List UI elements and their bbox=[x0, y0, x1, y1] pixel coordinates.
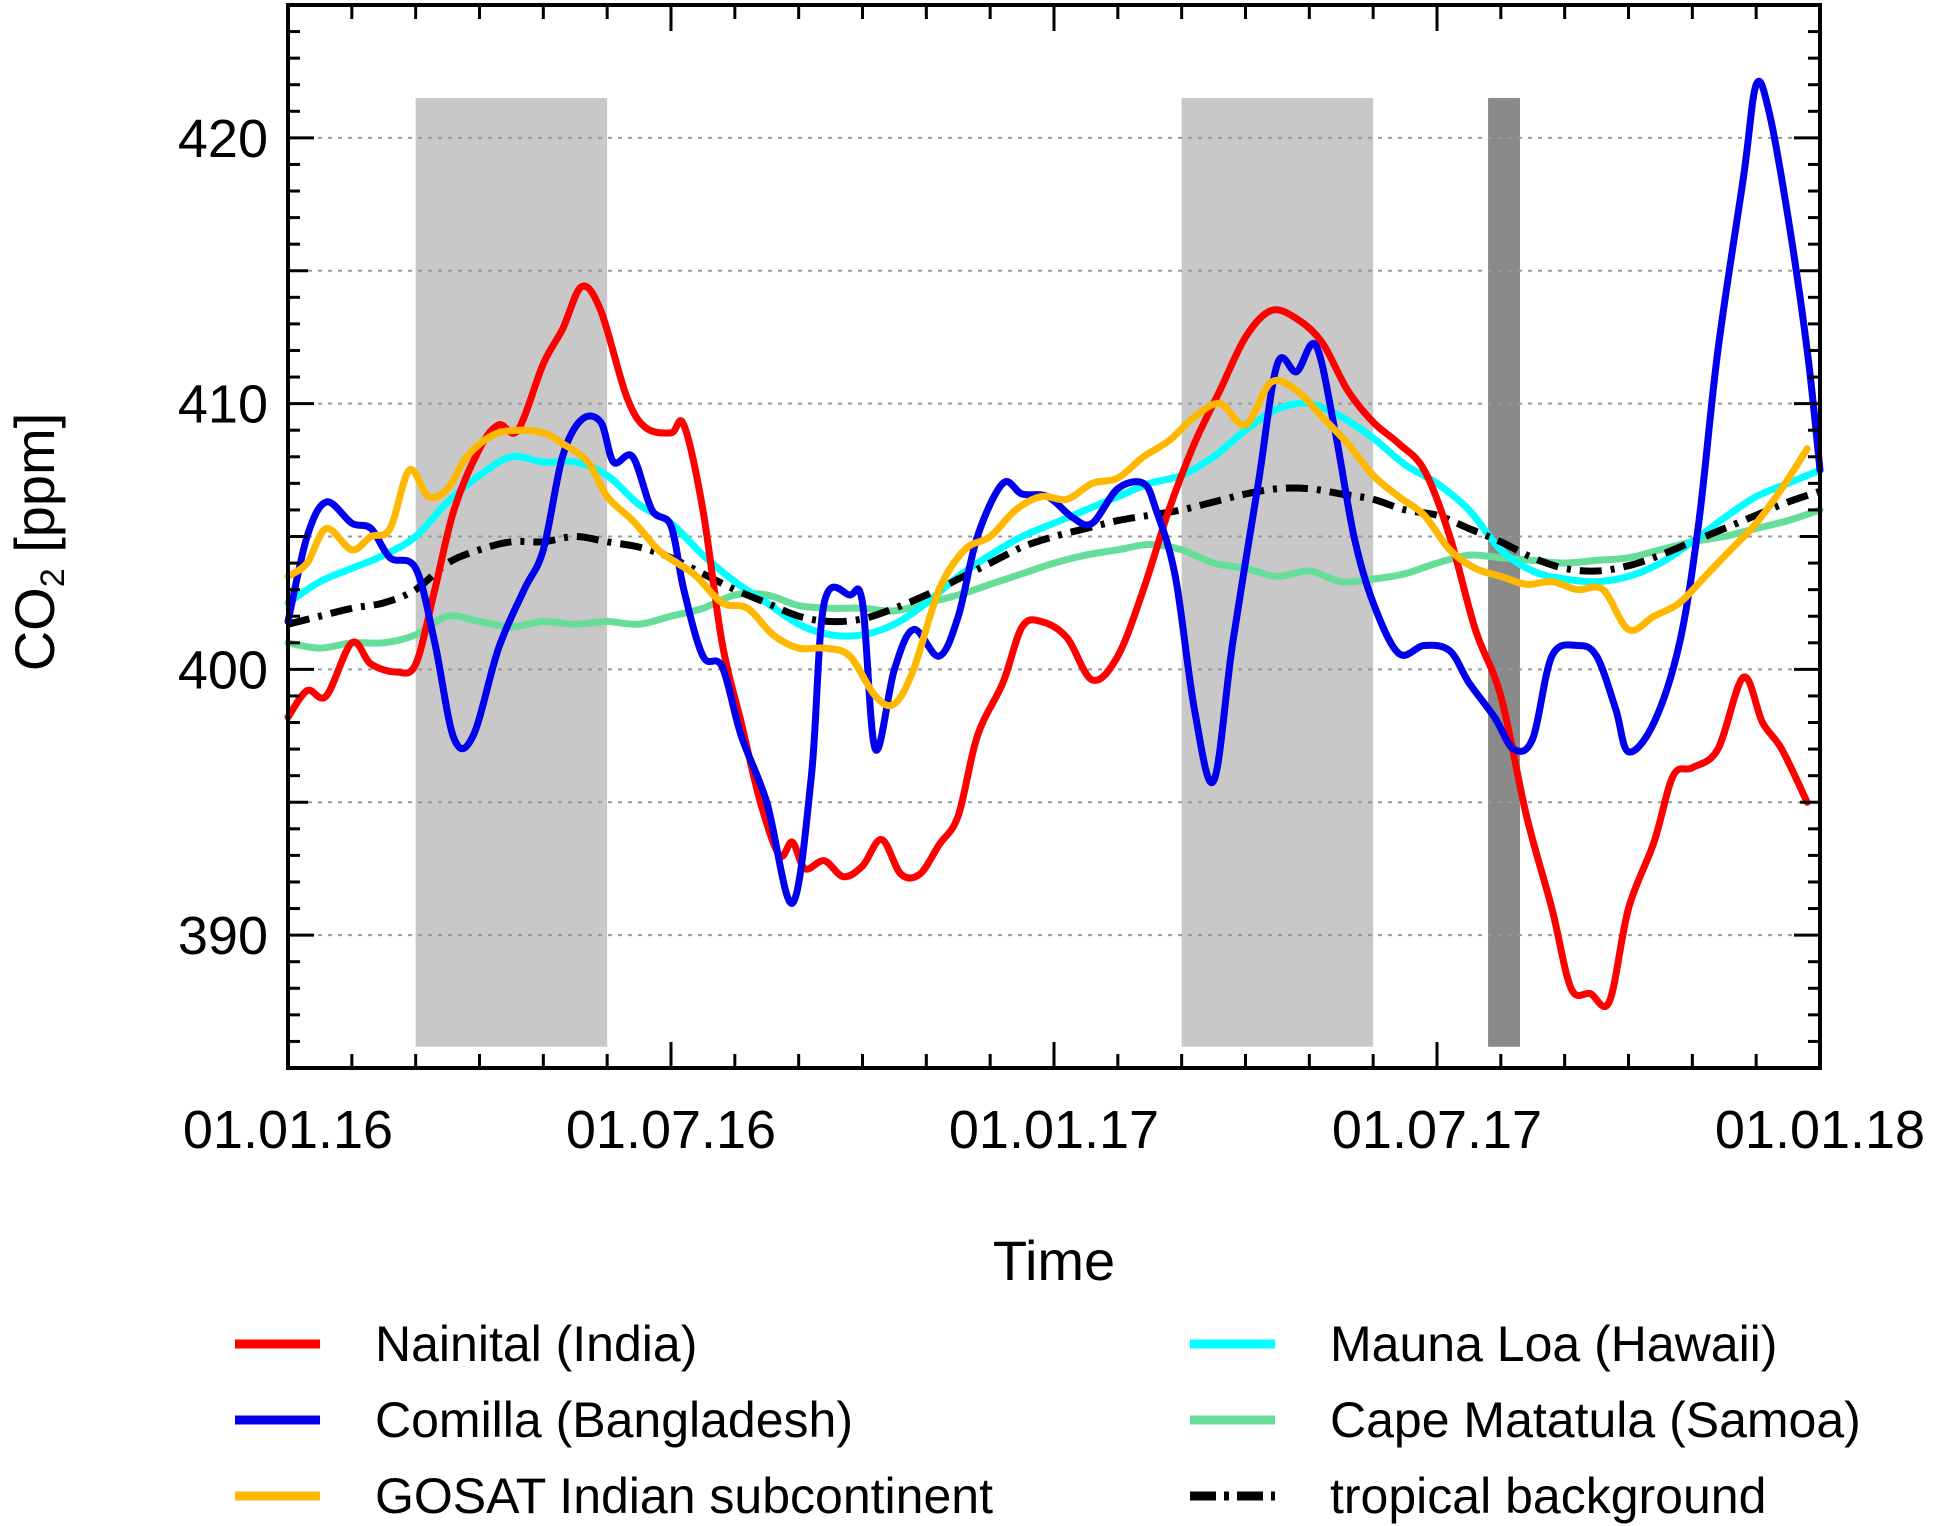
legend-label: tropical background bbox=[1330, 1468, 1766, 1524]
legend-label: Nainital (India) bbox=[375, 1316, 697, 1372]
axis-ticks bbox=[286, 5, 1822, 1068]
legend-label: Mauna Loa (Hawaii) bbox=[1330, 1316, 1777, 1372]
series-line-nainital-india bbox=[284, 282, 1811, 1011]
x-axis-title: Time bbox=[993, 1229, 1115, 1292]
x-tick-label: 01.01.16 bbox=[183, 1100, 393, 1160]
y-axis-title-main: CO bbox=[3, 587, 66, 671]
y-axis-title-subscript: 2 bbox=[34, 568, 72, 587]
x-tick-labels: 01.01.16 01.07.16 01.01.17 01.07.17 01.01.18 bbox=[183, 1100, 1925, 1160]
x-tick-label: 01.07.16 bbox=[566, 1100, 776, 1160]
series-line-gosat-indian-subcontinent bbox=[284, 376, 1811, 710]
legend-label: Comilla (Bangladesh) bbox=[375, 1392, 853, 1448]
series-line-comilla-bangladesh bbox=[284, 77, 1824, 907]
series-line-cape-matatula-samoa bbox=[284, 506, 1824, 652]
shaded-period-2 bbox=[1181, 98, 1374, 1047]
shaded-period-1 bbox=[415, 98, 608, 1047]
x-tick-label: 01.01.17 bbox=[949, 1100, 1159, 1160]
y-tick-label: 420 bbox=[178, 109, 268, 169]
y-axis-title: CO2 [ppm] bbox=[3, 413, 72, 672]
y-tick-label: 410 bbox=[178, 375, 268, 435]
y-axis-title-unit: [ppm] bbox=[3, 413, 66, 569]
legend-label: Cape Matatula (Samoa) bbox=[1330, 1392, 1861, 1448]
series-line-mauna-loa-hawaii bbox=[284, 399, 1824, 640]
shaded-periods bbox=[415, 98, 1520, 1047]
legend: Nainital (India) Comilla (Bangladesh) GOSA… bbox=[235, 1316, 1861, 1524]
y-tick-label: 400 bbox=[178, 640, 268, 700]
y-tick-label: 390 bbox=[178, 906, 268, 966]
y-tick-labels: 390 400 410 420 bbox=[178, 109, 268, 966]
x-tick-label: 01.07.17 bbox=[1332, 1100, 1542, 1160]
x-tick-label: 01.01.18 bbox=[1715, 1100, 1925, 1160]
legend-label: GOSAT Indian subcontinent bbox=[375, 1468, 993, 1524]
series-lines bbox=[284, 77, 1824, 1011]
